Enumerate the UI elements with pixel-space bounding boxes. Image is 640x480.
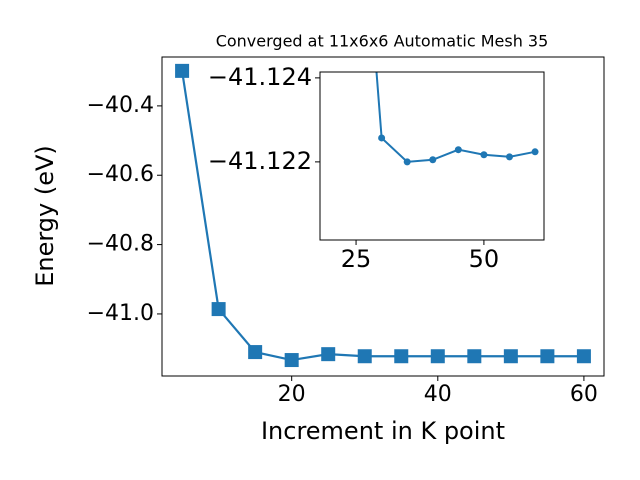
marker bbox=[576, 349, 591, 364]
marker bbox=[175, 63, 190, 78]
x-tick-label: 50 bbox=[469, 245, 500, 273]
x-tick-label: 60 bbox=[570, 382, 598, 407]
marker bbox=[284, 353, 299, 368]
marker bbox=[505, 153, 513, 161]
marker bbox=[531, 148, 539, 156]
marker bbox=[430, 349, 445, 364]
marker bbox=[467, 349, 482, 364]
marker bbox=[403, 158, 411, 166]
y-tick-label: −41.124 bbox=[208, 63, 312, 91]
chart-title: Converged at 11x6x6 Automatic Mesh 35 bbox=[216, 32, 549, 51]
y-tick-label: −40.4 bbox=[87, 93, 154, 118]
x-tick-label: 40 bbox=[424, 382, 452, 407]
marker bbox=[540, 349, 555, 364]
marker bbox=[357, 349, 372, 364]
data-line bbox=[375, 72, 536, 163]
x-tick-label: 25 bbox=[341, 245, 372, 273]
marker bbox=[394, 349, 409, 364]
marker bbox=[454, 146, 462, 154]
marker bbox=[503, 349, 518, 364]
y-tick-label: −41.0 bbox=[87, 301, 154, 326]
marker bbox=[211, 302, 226, 317]
plot-area bbox=[375, 72, 539, 166]
axes-frame bbox=[161, 56, 605, 377]
marker bbox=[248, 345, 263, 360]
marker bbox=[429, 156, 437, 164]
x-tick-label: 20 bbox=[278, 382, 306, 407]
y-tick-label: −40.6 bbox=[87, 162, 154, 187]
y-axis-label: Energy (eV) bbox=[31, 145, 59, 287]
marker bbox=[378, 134, 386, 142]
x-axis-label: Increment in K point bbox=[261, 417, 505, 445]
plot-area bbox=[175, 63, 591, 368]
marker bbox=[321, 347, 336, 362]
axes-frame bbox=[319, 71, 545, 241]
y-tick-label: −41.122 bbox=[208, 147, 312, 175]
marker bbox=[480, 151, 488, 159]
y-tick-label: −40.8 bbox=[87, 232, 154, 257]
